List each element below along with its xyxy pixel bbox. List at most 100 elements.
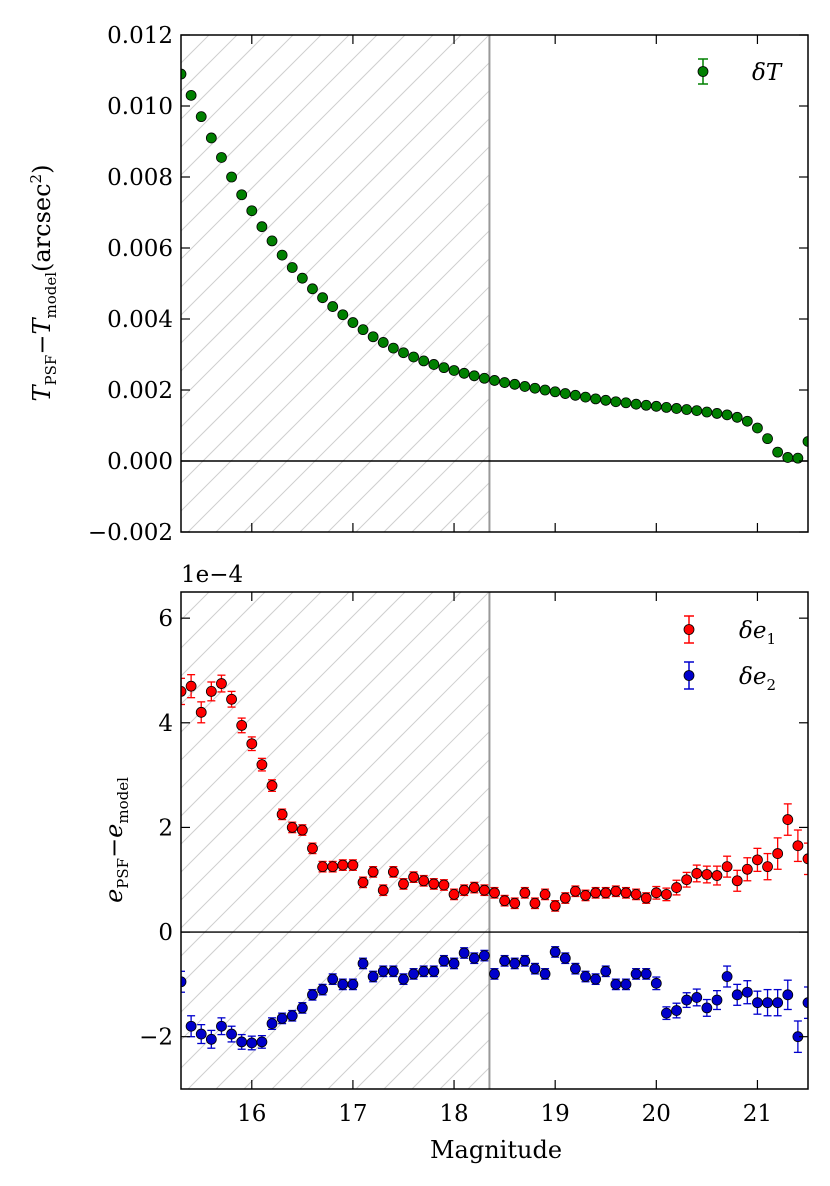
bottom-de2-point-55 — [731, 989, 743, 1001]
bottom-de1-point-3 — [205, 686, 217, 697]
top-dT-point-34 — [519, 381, 531, 392]
bottom-de2-point-9 — [266, 1018, 278, 1030]
top-ytick-label-5: 0.008 — [107, 165, 173, 191]
top-y-ticks: −0.002 0.000 0.002 0.004 0.006 0.008 0.010 0.01… — [88, 23, 808, 546]
top-dT-point-44 — [620, 397, 632, 409]
top-dT-point-15 — [327, 301, 339, 312]
top-dT-point-52 — [701, 406, 713, 418]
top-dT-point-23 — [408, 351, 419, 363]
bottom-de1-point-2 — [195, 706, 207, 718]
bottom-de1-point-59 — [772, 848, 784, 859]
top-dT-point-62 — [802, 436, 808, 447]
bottom-hatch-line-23 — [355, 955, 490, 1089]
bottom-legend-e1-label: δe1 — [739, 618, 776, 648]
bottom-de1-point-40 — [580, 890, 591, 901]
top-ytick-label-7: 0.012 — [107, 23, 173, 49]
bottom-de2-point-57 — [752, 997, 763, 1009]
top-hatch-line-8 — [181, 35, 434, 288]
bottom-de2-point-51 — [691, 992, 703, 1003]
top-hatch-line-16 — [181, 202, 490, 512]
bottom-de1-point-37 — [549, 900, 561, 912]
bottom-de1-point-25 — [428, 878, 440, 890]
bottom-de2-point-30 — [478, 950, 490, 961]
bottom-de2-point-21 — [387, 965, 399, 977]
top-x-ticks — [251, 35, 759, 532]
top-hatched-region — [181, 35, 490, 532]
bottom-de1-point-29 — [468, 882, 480, 893]
bottom-de2-point-40 — [580, 971, 591, 982]
bottom-de1-point-15 — [327, 861, 339, 873]
top-hatch-line-22 — [327, 370, 490, 532]
bottom-legend-e1-marker — [683, 624, 695, 635]
bottom-de2-point-3 — [205, 1033, 217, 1045]
top-dT-point-41 — [590, 393, 602, 405]
bottom-de2-point-46 — [640, 968, 652, 980]
top-legend: δT — [697, 58, 783, 86]
bottom-de2-point-8 — [256, 1036, 268, 1048]
bottom-hatch-line-15 — [181, 731, 490, 1041]
bottom-ytick-label-0: −2 — [139, 1025, 173, 1051]
top-hatch-line-13 — [181, 118, 490, 428]
bottom-de2-point-19 — [367, 971, 379, 982]
bottom-de2-point-16 — [337, 978, 349, 990]
bottom-de2-point-52 — [701, 1002, 713, 1014]
bottom-ytick-label-1: 0 — [158, 920, 173, 946]
bottom-de2-point-22 — [398, 973, 409, 985]
top-dT-point-20 — [377, 337, 389, 348]
bottom-de1-point-62 — [802, 853, 808, 865]
bottom-de1-point-32 — [499, 895, 511, 907]
top-dT-point-59 — [772, 446, 784, 458]
bottom-ytick-label-4: 6 — [158, 606, 173, 632]
bottom-de2-point-56 — [741, 986, 753, 998]
bottom-legend-e2-label: δe2 — [739, 664, 776, 694]
bottom-de2-point-42 — [600, 965, 612, 977]
bottom-de2-point-17 — [347, 978, 359, 990]
top-dT-point-56 — [741, 415, 753, 427]
top-hatch-line-2 — [181, 35, 266, 120]
bottom-ytick-label-2: 2 — [158, 815, 173, 841]
bottom-de2-point-47 — [650, 977, 662, 989]
top-legend-label: δT — [752, 60, 783, 86]
bottom-hatch-line-24 — [383, 983, 490, 1089]
top-dT-point-37 — [549, 386, 561, 398]
top-dT-point-12 — [296, 272, 308, 284]
bottom-de1-point-44 — [620, 887, 632, 899]
bottom-de1-point-49 — [671, 882, 682, 893]
bottom-y-axis-label: ePSF−emodel — [100, 777, 132, 903]
top-ytick-label-0: −0.002 — [88, 520, 173, 546]
top-dT-point-40 — [580, 391, 591, 403]
bottom-de1-point-10 — [276, 808, 288, 820]
top-dT-point-55 — [731, 411, 743, 423]
bottom-de1-point-8 — [256, 759, 268, 771]
top-dT-point-48 — [661, 401, 672, 413]
bottom-de1-point-21 — [387, 866, 399, 878]
top-dT-point-7 — [246, 205, 258, 217]
bottom-hatch-line-11 — [181, 619, 490, 929]
bottom-de2-point-5 — [226, 1028, 237, 1040]
top-y-axis-label: TPSF−Tmodel(arcsec2) — [27, 165, 60, 402]
bottom-de2-point-60 — [782, 989, 794, 1001]
top-dT-point-45 — [630, 398, 642, 410]
bottom-hatch-line-21 — [299, 899, 490, 1089]
bottom-de1-point-7 — [246, 738, 258, 750]
bottom-panel: −2 0 2 4 6 16 17 18 19 20 21 1e−4 δe1 δe2 ePSF−em… — [100, 562, 809, 1164]
bottom-de1-point-26 — [438, 879, 450, 891]
xtick-label-5: 21 — [743, 1101, 772, 1127]
bottom-x-ticks: 16 17 18 19 20 21 — [237, 592, 772, 1127]
top-hatch-line-0 — [181, 35, 210, 64]
bottom-hatch-line-27 — [467, 1067, 490, 1089]
top-ytick-label-6: 0.010 — [107, 94, 173, 120]
top-hatch-line-20 — [271, 314, 490, 532]
bottom-hatch-line-6 — [181, 592, 378, 789]
top-dT-point-30 — [478, 372, 490, 384]
bottom-de1-point-17 — [347, 859, 359, 871]
bottom-de1-point-45 — [630, 888, 642, 900]
top-dT-point-1 — [185, 89, 197, 101]
bottom-de1-point-19 — [367, 866, 379, 878]
bottom-de1-point-52 — [701, 869, 713, 880]
bottom-de2-point-32 — [499, 955, 511, 967]
top-dT-point-50 — [681, 404, 693, 415]
bottom-de2-point-28 — [458, 947, 470, 959]
top-hatch-line-7 — [181, 35, 406, 260]
bottom-de2-point-11 — [286, 1010, 298, 1022]
